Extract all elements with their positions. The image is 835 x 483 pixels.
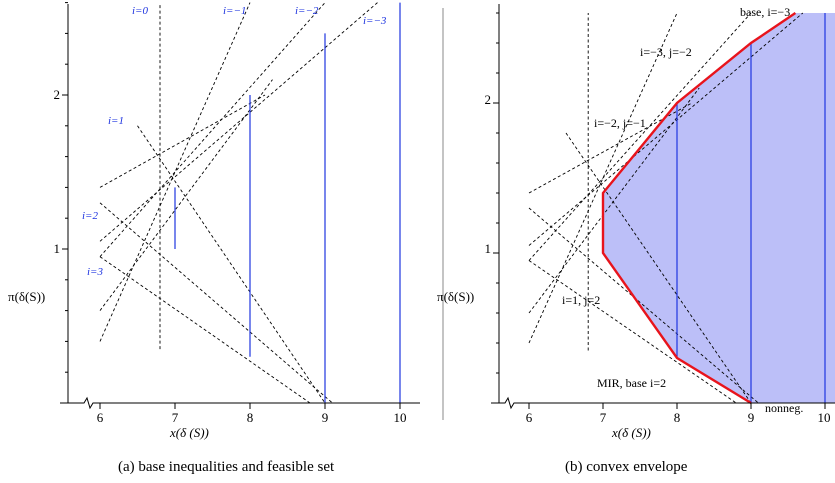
a-dashed-line-8 [99, 79, 273, 311]
b-annotation: i=−3, j=−2 [640, 45, 692, 59]
a-dashed-line-7 [99, 94, 266, 188]
a-dashed-line-2 [99, 2, 326, 257]
a-label-im3: i=−3 [363, 15, 387, 27]
b-annotation: nonneg. [765, 401, 803, 415]
a-label-i0: i=0 [132, 5, 148, 17]
b-dashed-line-3 [528, 12, 804, 246]
a-xtick-label: 7 [172, 410, 179, 425]
a-dashed-line-4 [137, 125, 326, 404]
b-annotation: base, i=−3 [740, 5, 790, 19]
b-hull-fill [603, 13, 835, 403]
a-feasible-segments [174, 2, 401, 403]
b-annotation: i=−2, j=−1 [594, 116, 646, 130]
a-xtick-label: 9 [322, 410, 329, 425]
a-dashed-lines [99, 2, 378, 404]
b-x-axis [491, 396, 835, 410]
panel-b: 6 7 8 9 10 1 2 π(δ(S)) x(δ (S)) base, i=… [437, 4, 835, 475]
a-xtick-label: 6 [97, 410, 104, 425]
a-dashed-line-6 [99, 256, 311, 404]
b-xtick-label: 10 [818, 410, 831, 425]
a-x-axis-label: x(δ (S)) [169, 425, 209, 440]
a-label-i1: i=1 [108, 115, 124, 127]
b-ticks [493, 12, 826, 409]
a-label-im2: i=−2 [295, 5, 319, 17]
b-feasible-segments [676, 13, 826, 403]
b-xtick-label: 7 [600, 410, 607, 425]
b-dashed-line-2 [528, 12, 752, 261]
a-xtick-label: 8 [247, 410, 254, 425]
b-x-axis-label: x(δ (S)) [611, 425, 651, 440]
a-y-axis-label: π(δ(S)) [8, 289, 45, 304]
b-ytick-label: 2 [485, 92, 492, 107]
a-caption: (a) base inequalities and feasible set [118, 459, 335, 475]
a-xtick-label: 10 [394, 410, 407, 425]
b-xtick-label: 9 [748, 410, 755, 425]
b-dashed-line-5 [528, 207, 759, 404]
a-ytick-label: 2 [54, 87, 61, 102]
a-dashed-line-1 [99, 2, 251, 342]
b-ytick-label: 1 [485, 241, 492, 256]
a-dashed-line-3 [99, 2, 378, 242]
b-annotation: MIR, base i=2 [597, 376, 666, 390]
a-dashed-line-5 [99, 202, 333, 404]
b-y-axis-label: π(δ(S)) [437, 289, 474, 304]
a-label-i2: i=2 [82, 210, 98, 222]
b-caption: (b) convex envelope [565, 459, 688, 475]
b-xtick-label: 6 [526, 410, 533, 425]
b-annotation: i=1, j=2 [562, 293, 600, 307]
b-convex-envelope [601, 12, 797, 405]
a-label-im1: i=−1 [223, 5, 246, 17]
a-ticks [62, 2, 401, 409]
a-label-i3: i=3 [87, 266, 103, 278]
panel-a: 6 7 8 9 10 1 2 π(δ(S)) x(δ (S)) i=0 i=−1… [8, 2, 420, 475]
a-ytick-label: 1 [54, 241, 61, 256]
b-xtick-label: 8 [674, 410, 681, 425]
a-x-axis [60, 396, 420, 410]
b-dashed-line-6 [528, 260, 737, 404]
